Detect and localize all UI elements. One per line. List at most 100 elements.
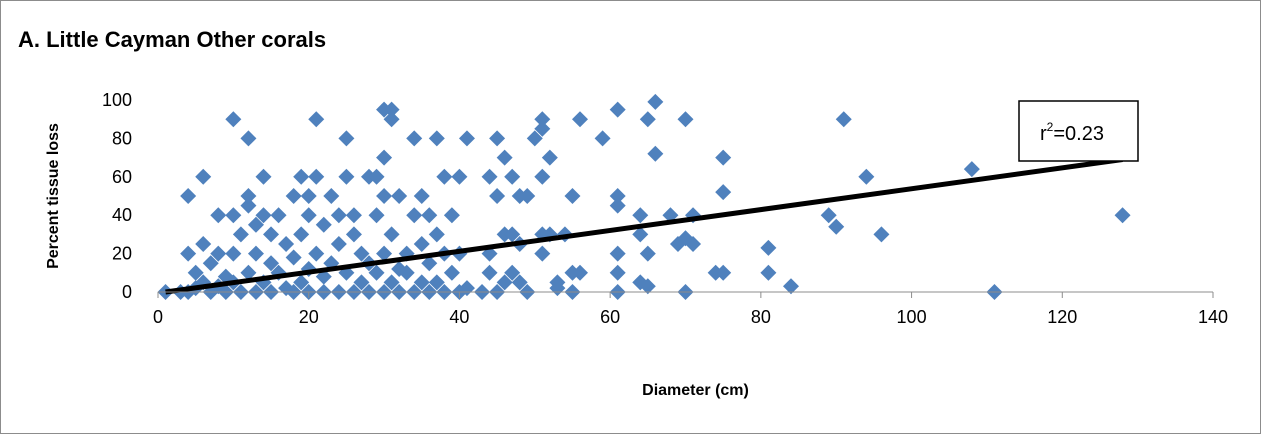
x-tick-label: 120 — [1047, 307, 1077, 327]
data-point — [323, 188, 340, 204]
data-point — [368, 264, 385, 281]
data-point — [391, 188, 408, 204]
data-point — [383, 226, 400, 243]
x-tick-label: 0 — [153, 307, 163, 327]
data-point — [338, 168, 355, 185]
data-point — [564, 188, 581, 204]
data-point — [677, 111, 694, 128]
data-point — [572, 264, 588, 281]
data-point — [308, 111, 325, 128]
data-point — [421, 255, 438, 272]
data-point — [609, 197, 626, 214]
data-point — [647, 93, 664, 110]
data-point — [428, 274, 445, 291]
data-point — [715, 264, 732, 281]
data-point — [549, 274, 566, 291]
data-point — [300, 207, 317, 224]
data-point — [293, 168, 310, 185]
data-point — [263, 226, 280, 243]
data-point — [330, 236, 347, 252]
x-tick-label: 60 — [600, 307, 620, 327]
data-point — [572, 111, 588, 128]
data-point — [639, 245, 656, 262]
data-point — [353, 274, 370, 291]
data-point — [368, 207, 385, 224]
data-point — [202, 255, 219, 272]
data-point — [247, 216, 264, 233]
x-tick-label: 140 — [1198, 307, 1228, 327]
y-tick-label: 60 — [112, 167, 132, 187]
data-point — [481, 264, 498, 281]
data-point — [496, 274, 513, 291]
data-point — [609, 245, 626, 262]
data-point — [609, 188, 626, 204]
data-point — [685, 236, 702, 252]
data-point — [338, 130, 355, 147]
data-point — [436, 168, 453, 185]
x-tick-label: 100 — [897, 307, 927, 327]
data-point — [526, 130, 543, 147]
data-point — [293, 274, 310, 291]
data-point — [368, 168, 385, 185]
data-point — [255, 207, 272, 224]
data-point — [609, 101, 626, 118]
trend-line — [165, 157, 1123, 295]
data-point — [285, 249, 302, 266]
data-point — [963, 161, 980, 178]
y-tick-label: 100 — [102, 90, 132, 110]
data-point — [376, 188, 393, 204]
data-point — [308, 168, 325, 185]
data-point — [345, 226, 362, 243]
data-point — [639, 278, 656, 295]
data-point — [240, 188, 257, 204]
data-point — [225, 111, 242, 128]
data-point — [278, 236, 295, 252]
data-point — [534, 168, 551, 185]
data-point — [647, 145, 664, 162]
data-point — [421, 207, 438, 224]
data-point — [225, 207, 242, 224]
data-point — [1114, 207, 1131, 224]
data-point — [406, 130, 423, 147]
data-point — [330, 207, 347, 224]
x-axis-ticks: 0 20 40 60 80 100 120 140 — [153, 292, 1228, 327]
data-point — [828, 218, 845, 235]
data-point — [609, 264, 626, 281]
data-point — [255, 168, 272, 185]
data-point — [293, 226, 310, 243]
data-point — [458, 130, 475, 147]
data-point — [270, 207, 287, 224]
y-tick-label: 80 — [112, 128, 132, 148]
data-point — [481, 168, 498, 185]
r-symbol: r — [1040, 123, 1047, 145]
y-tick-label: 0 — [122, 282, 132, 302]
data-point — [639, 111, 656, 128]
data-point — [594, 130, 611, 147]
data-point — [285, 188, 302, 204]
data-point — [443, 207, 460, 224]
data-point — [489, 130, 506, 147]
data-point — [383, 111, 400, 128]
data-point — [383, 101, 400, 118]
data-point — [783, 278, 799, 295]
data-point — [376, 149, 393, 166]
data-point — [496, 149, 513, 166]
data-point — [489, 188, 506, 204]
data-point — [406, 207, 423, 224]
y-tick-label: 40 — [112, 205, 132, 225]
data-point — [210, 207, 227, 224]
data-point — [240, 130, 257, 147]
data-point — [428, 130, 445, 147]
x-axis-title: Diameter (cm) — [642, 382, 749, 399]
x-tick-label: 20 — [299, 307, 319, 327]
data-point — [519, 188, 536, 204]
data-point — [504, 226, 521, 243]
data-point — [240, 264, 257, 281]
y-axis-ticks: 0 20 40 60 80 100 — [102, 90, 132, 302]
data-point — [413, 236, 430, 252]
data-point — [504, 168, 521, 185]
data-point — [345, 207, 362, 224]
data-point — [534, 245, 551, 262]
